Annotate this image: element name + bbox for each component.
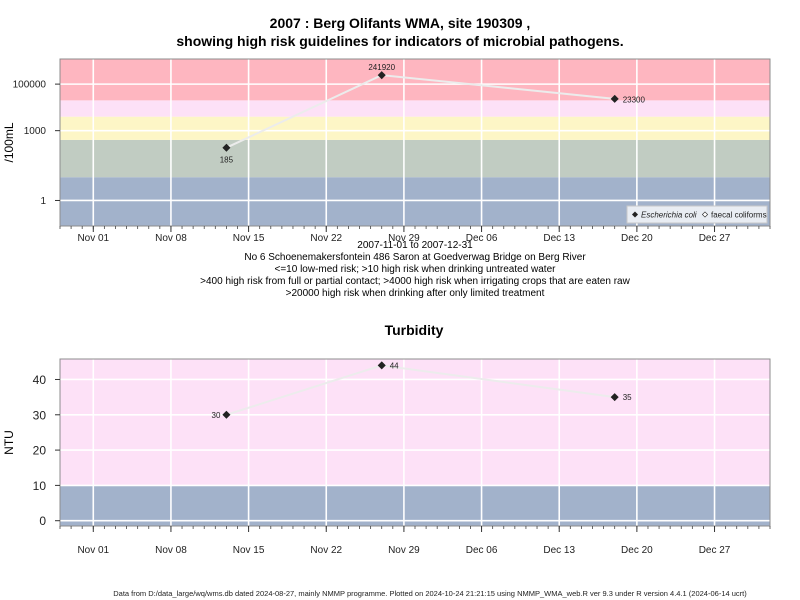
data-label: 44 — [390, 361, 399, 370]
legend-entry: Escherichia coli — [641, 211, 697, 220]
data-point — [222, 143, 231, 152]
guideline-note-1: <=10 low-med risk; >10 high risk when dr… — [274, 264, 556, 275]
y-tick-label: 20 — [33, 444, 47, 458]
data-point — [377, 361, 386, 370]
data-label: 35 — [623, 393, 632, 402]
x-tick-label: Nov 29 — [388, 545, 420, 556]
legend-marker — [701, 211, 709, 218]
series-line — [225, 74, 615, 149]
x-tick-label: Dec 20 — [621, 545, 653, 556]
y-tick-label: 30 — [33, 408, 47, 422]
x-tick-label: Dec 13 — [543, 545, 575, 556]
risk-band-3 — [60, 116, 770, 140]
x-tick-label: Nov 08 — [155, 545, 187, 556]
chart-panel-2: Nov 01 Nov 08 Nov 15 Nov 22 Nov 29 Dec 06 Dec … — [2, 322, 771, 556]
risk-band-1 — [60, 485, 770, 526]
risk-band-2 — [60, 139, 770, 178]
chart-title: Turbidity — [385, 322, 444, 338]
legend-marker — [631, 211, 639, 218]
series-line — [226, 364, 615, 416]
figure-title-line2: showing high risk guidelines for indicat… — [176, 33, 624, 49]
y-tick-label: 0 — [39, 514, 46, 528]
chart-panel-1: Nov 01 Nov 08 Nov 15 Nov 22 Nov 29 Dec 06 Dec … — [2, 58, 771, 244]
x-tick-label: Dec 06 — [466, 545, 498, 556]
date-range-caption: 2007-11-01 to 2007-12-31 — [357, 240, 473, 251]
data-point — [610, 94, 619, 103]
plot-frame — [59, 358, 771, 527]
data-point — [222, 410, 231, 419]
legend-entry: faecal coliforms — [711, 211, 767, 220]
data-label: 185 — [220, 156, 234, 165]
data-label: 30 — [212, 411, 221, 420]
data-label: 241920 — [368, 63, 395, 72]
y-tick-label: 1 — [40, 196, 46, 207]
data-label: 23300 — [623, 95, 646, 104]
figure-title-line1: 2007 : Berg Olifants WMA, site 190309 , — [269, 15, 531, 31]
data-point — [377, 71, 386, 80]
risk-band-2 — [60, 359, 770, 486]
risk-band-4 — [60, 100, 770, 117]
plot-frame — [59, 58, 771, 227]
risk-band-1 — [60, 177, 770, 226]
guideline-note-2: >400 high risk from full or partial cont… — [200, 276, 630, 287]
y-tick-label: 40 — [33, 373, 47, 387]
x-tick-label: Nov 15 — [233, 545, 265, 556]
y-tick-label: 100000 — [13, 80, 47, 91]
x-tick-label: Nov 01 — [77, 545, 109, 556]
y-tick-label: 1000 — [24, 126, 47, 137]
x-tick-label: Nov 22 — [310, 545, 342, 556]
figure-footer: Data from D:/data_large/wq/wms.db dated … — [113, 589, 747, 598]
risk-band-5 — [60, 59, 770, 101]
y-axis-label: NTU — [2, 430, 16, 455]
y-axis-label: /100mL — [2, 122, 16, 162]
site-description-caption: No 6 Schoenemakersfontein 486 Saron at G… — [244, 252, 586, 263]
data-point — [610, 393, 619, 402]
x-tick-label: Dec 27 — [699, 545, 731, 556]
guideline-note-3: >20000 high risk when drinking after onl… — [285, 288, 545, 299]
y-tick-label: 10 — [33, 479, 47, 493]
legend-box — [626, 205, 768, 224]
